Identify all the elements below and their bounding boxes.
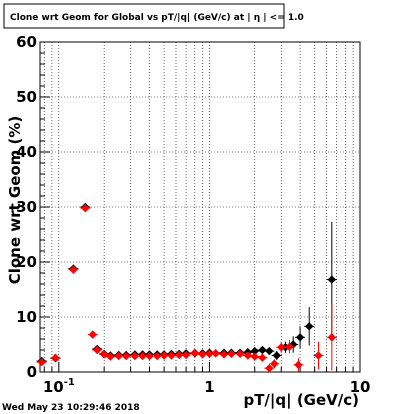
data-layer (36, 202, 337, 373)
x-axis-label: pT/|q| (GeV/c) (243, 391, 359, 410)
y-tick-label: 60 (16, 33, 37, 51)
data-point (130, 351, 140, 361)
chart-title: Clone wrt Geom for Global vs pT/|q| (GeV… (10, 13, 304, 23)
data-point (51, 353, 60, 362)
data-point (219, 350, 229, 359)
data-point (37, 357, 46, 367)
data-point (327, 333, 337, 342)
data-point (285, 342, 294, 351)
series-0 (36, 202, 337, 366)
data-point (198, 350, 207, 359)
data-point (205, 349, 214, 359)
data-point (190, 348, 200, 357)
y-axis-label: Clone wrt Geom (%) (6, 116, 24, 285)
data-point (227, 349, 236, 359)
data-point (243, 351, 253, 360)
y-tick-label: 10 (16, 308, 37, 326)
data-point (270, 359, 279, 368)
y-tick-label: 50 (16, 88, 37, 106)
y-tick-label: 20 (16, 253, 37, 271)
x-tick-label: 10-1 (43, 377, 75, 396)
data-point (295, 333, 305, 342)
data-point (272, 351, 281, 360)
data-point (235, 349, 245, 359)
tick-marks (40, 41, 361, 373)
y-tick-label: 30 (16, 198, 37, 216)
data-point (327, 275, 337, 284)
data-point (174, 350, 184, 360)
data-point (258, 345, 267, 355)
data-point (258, 353, 267, 362)
y-tick-label: 0 (27, 363, 37, 381)
data-point (114, 351, 123, 361)
data-point (106, 352, 115, 361)
title-frame (3, 3, 285, 29)
series-1 (36, 203, 337, 373)
data-point (181, 350, 191, 360)
data-point (167, 351, 176, 360)
tick-labels: 0 10 20 30 40 50 60 10-1 1 10 (16, 33, 370, 396)
x-tick-label: 1 (204, 378, 214, 396)
data-point (250, 346, 259, 356)
data-point (305, 322, 314, 331)
grid-layer (40, 42, 360, 372)
y-tick-label: 40 (16, 143, 37, 161)
data-point (152, 351, 162, 361)
data-point (211, 349, 220, 358)
x-tick-label: 10 (350, 378, 371, 396)
data-point (265, 363, 274, 373)
timestamp: Wed May 23 10:29:46 2018 (2, 403, 140, 413)
data-point (294, 360, 303, 370)
data-point (250, 352, 259, 361)
data-point (265, 346, 274, 356)
chart-title-box: Clone wrt Geom for Global vs pT/|q| (GeV… (3, 3, 304, 29)
data-point (99, 350, 109, 359)
data-point (159, 351, 169, 360)
data-point (145, 351, 154, 361)
data-point (121, 351, 131, 361)
data-point (81, 203, 90, 213)
data-point (88, 330, 97, 339)
data-point (138, 351, 147, 361)
data-point (93, 345, 102, 355)
data-point (69, 265, 78, 274)
data-point (277, 343, 286, 352)
data-point (314, 351, 323, 360)
